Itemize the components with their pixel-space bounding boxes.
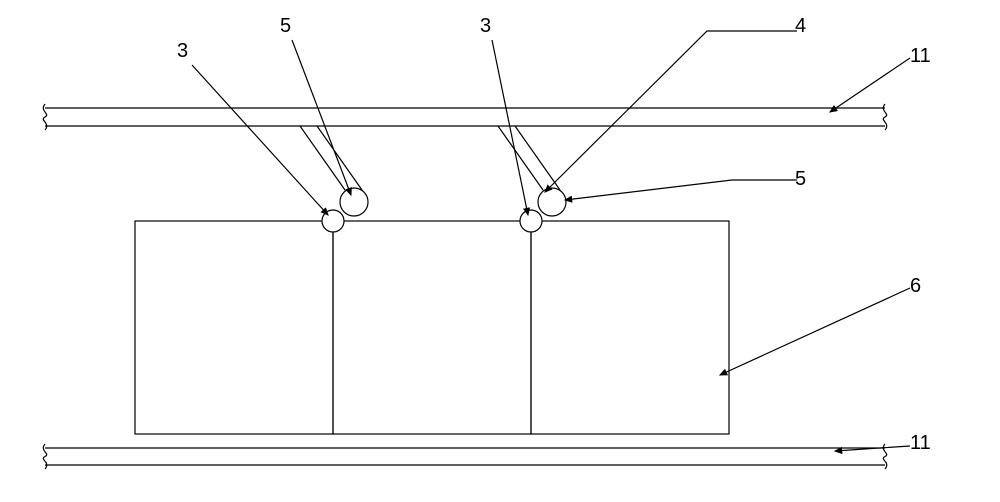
leader-3a xyxy=(192,65,328,215)
leader-3b xyxy=(492,40,528,215)
leader-5b xyxy=(565,180,797,200)
label-11a: 11 xyxy=(910,45,931,68)
label-3a: 3 xyxy=(177,40,188,63)
label-4: 4 xyxy=(795,15,806,38)
label-5a: 5 xyxy=(280,15,291,38)
label-3b: 3 xyxy=(480,15,491,38)
circle-left-1 xyxy=(322,210,344,232)
circle-left-2 xyxy=(520,210,542,232)
leader-5a xyxy=(292,40,351,195)
box-1 xyxy=(135,221,333,434)
strut-1 xyxy=(317,126,362,190)
label-6: 6 xyxy=(910,275,921,298)
circle-right-2 xyxy=(538,188,566,216)
label-5b: 5 xyxy=(795,168,806,191)
leader-11a xyxy=(830,58,910,112)
box-3 xyxy=(531,221,729,434)
leader-6 xyxy=(720,288,910,375)
strut-1 xyxy=(300,126,345,190)
leader-4 xyxy=(545,31,797,192)
diagram-canvas xyxy=(0,0,1000,502)
strut-2 xyxy=(515,126,560,190)
circle-right-1 xyxy=(340,188,368,216)
box-2 xyxy=(333,221,531,434)
label-11b: 11 xyxy=(910,432,931,455)
